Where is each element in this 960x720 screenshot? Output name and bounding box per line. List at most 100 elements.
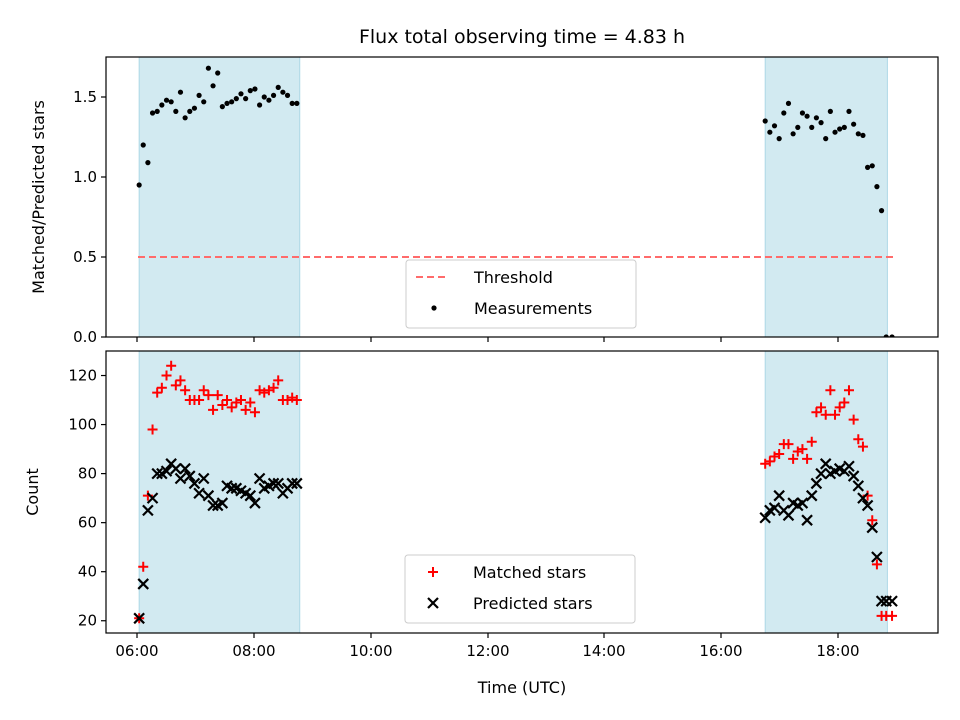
- y-tick-label: 40: [78, 563, 97, 581]
- measurement-point: [224, 100, 230, 106]
- measurement-point: [837, 126, 843, 132]
- matched-star-point: [180, 385, 191, 396]
- measurement-point: [145, 160, 151, 166]
- measurement-point: [889, 334, 895, 337]
- matched-star-point: [820, 409, 831, 420]
- legend-label: Predicted stars: [473, 594, 593, 613]
- measurement-point: [846, 108, 852, 114]
- measurement-point: [883, 334, 889, 337]
- legend-label: Matched stars: [473, 563, 586, 582]
- bottom-panel: 20 40 60 80 100 120 06:00 08:00 10:00 12:00 14:00 1…: [23, 350, 939, 697]
- measurement-point: [252, 86, 258, 92]
- predicted-star-point: [852, 480, 865, 492]
- y-tick-label: 0.0: [73, 328, 97, 346]
- predicted-star-point: [197, 472, 210, 485]
- top-axes-frame: [105, 56, 939, 338]
- legend-matched-swatch: [428, 567, 438, 577]
- predicted-star-point: [179, 462, 191, 475]
- x-tick-label: 18:00: [816, 642, 859, 660]
- measurement-point: [261, 94, 267, 100]
- predicted-star-point: [286, 477, 298, 490]
- measurement-point: [818, 120, 824, 126]
- series-matched-stars: [134, 360, 898, 624]
- series-measurements: [136, 65, 895, 337]
- matched-star-point: [830, 409, 841, 420]
- matched-star-point: [887, 610, 898, 621]
- measurement-point: [781, 110, 787, 116]
- matched-star-point: [240, 404, 251, 415]
- measurement-point: [275, 84, 281, 90]
- measurement-point: [841, 124, 847, 130]
- series-predicted-stars: [133, 458, 898, 625]
- predicted-star-point: [170, 462, 182, 475]
- matched-star-point: [166, 360, 177, 371]
- matched-star-point: [203, 390, 214, 401]
- measurement-point: [785, 100, 792, 106]
- measurement-point: [878, 208, 885, 214]
- measurement-point: [270, 92, 277, 98]
- measurement-point: [219, 104, 225, 110]
- predicted-star-point: [843, 460, 855, 473]
- predicted-star-point: [142, 504, 154, 517]
- y-tick-label: 0.5: [73, 248, 97, 266]
- measurement-point: [247, 88, 253, 94]
- predicted-star-point: [133, 612, 145, 625]
- matched-star-point: [774, 448, 785, 459]
- x-tick-label: 16:00: [699, 642, 742, 660]
- measurement-point: [136, 182, 142, 188]
- measurement-point: [289, 100, 295, 106]
- matched-star-point: [222, 395, 233, 406]
- measurement-point: [177, 89, 184, 95]
- measurement-point: [140, 142, 146, 148]
- measurement-point: [860, 132, 866, 138]
- predicted-star-point: [768, 502, 781, 514]
- matched-star-point: [816, 402, 827, 413]
- matched-star-point: [217, 399, 228, 410]
- measurement-point: [827, 108, 833, 114]
- matched-star-point: [152, 387, 163, 398]
- matched-star-point: [802, 453, 813, 464]
- y-tick-label: 120: [68, 367, 97, 385]
- y-tick-label: 60: [78, 514, 97, 532]
- predicted-star-point: [857, 492, 869, 504]
- measurement-point: [182, 115, 188, 121]
- measurement-point: [280, 89, 286, 95]
- measurement-point: [809, 124, 815, 130]
- matched-star-point: [249, 407, 260, 418]
- predicted-star-point: [886, 595, 898, 607]
- matched-star-point: [245, 397, 256, 408]
- predicted-star-point: [267, 477, 280, 490]
- measurement-point: [294, 100, 300, 106]
- predicted-star-point: [225, 482, 238, 495]
- y-tick-label: 1.5: [73, 88, 97, 106]
- y-tick-label: 80: [78, 465, 97, 483]
- legend-box: [405, 259, 637, 329]
- matched-star-point: [198, 385, 209, 396]
- predicted-star-point: [193, 487, 205, 500]
- top-plot-area: [136, 65, 895, 337]
- top-panel: 0.0 0.5 1.0 1.5 Matched/Predicted stars Thres…: [29, 56, 939, 346]
- predicted-star-point: [174, 472, 187, 485]
- measurement-point: [187, 108, 193, 114]
- matched-star-point: [212, 390, 223, 401]
- matched-star-point: [147, 424, 158, 435]
- shaded-interval-1: [138, 350, 301, 634]
- measurement-point: [168, 99, 174, 105]
- predicted-star-point: [782, 509, 795, 522]
- y-tick-label: 20: [78, 612, 97, 630]
- predicted-star-point: [146, 492, 159, 504]
- matched-star-point: [806, 436, 817, 447]
- predicted-star-point: [207, 499, 219, 512]
- measurement-point: [154, 108, 160, 114]
- measurement-point: [229, 99, 235, 105]
- measurement-point: [823, 136, 829, 142]
- predicted-star-point: [759, 511, 771, 524]
- measurement-point: [762, 118, 768, 124]
- measurement-point: [210, 83, 216, 89]
- matched-star-point: [867, 515, 878, 526]
- matched-star-point: [834, 402, 845, 413]
- y-tick-label: 100: [68, 416, 97, 434]
- predicted-star-point: [875, 595, 888, 607]
- measurement-point: [191, 105, 198, 111]
